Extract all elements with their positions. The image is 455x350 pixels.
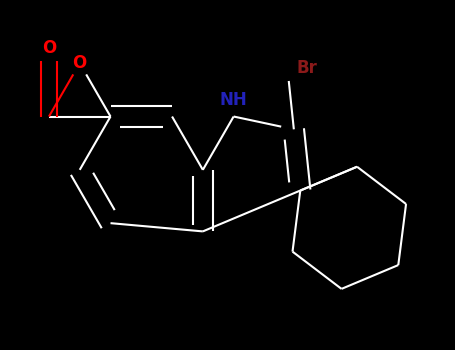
Text: NH: NH	[220, 91, 248, 109]
Text: O: O	[73, 54, 87, 72]
Text: O: O	[42, 38, 56, 56]
Text: Br: Br	[297, 59, 318, 77]
